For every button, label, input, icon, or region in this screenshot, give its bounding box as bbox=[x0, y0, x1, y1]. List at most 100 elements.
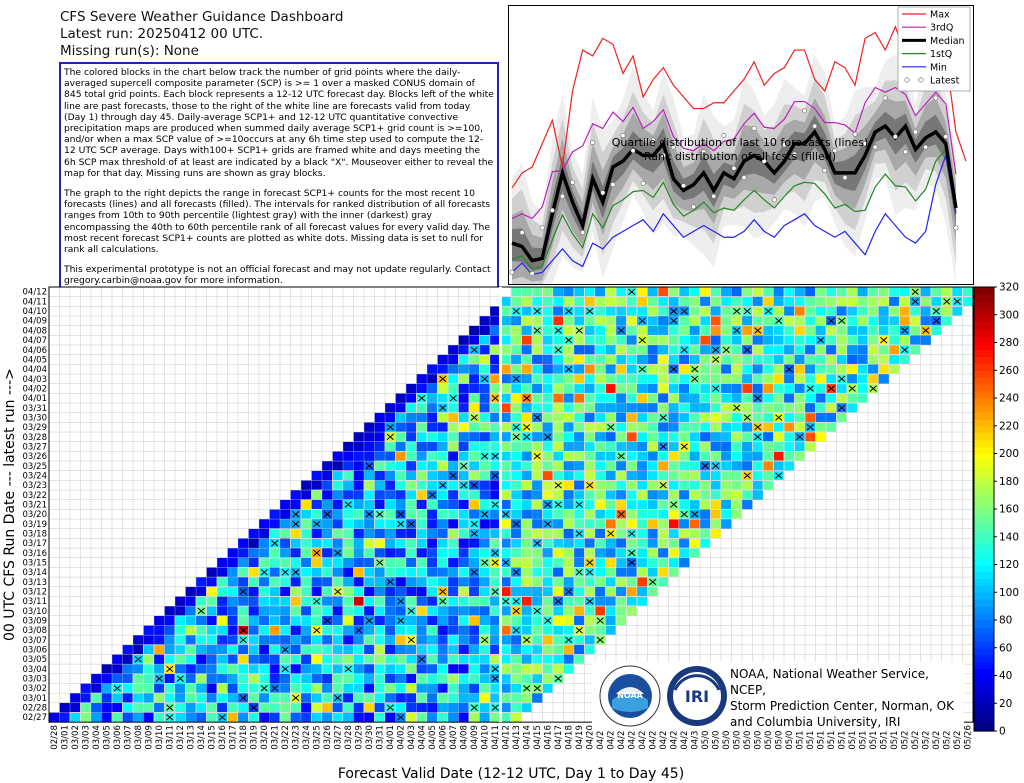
heatmap-cell[interactable] bbox=[773, 325, 785, 336]
heatmap-cell[interactable] bbox=[594, 383, 606, 394]
heatmap-cell[interactable] bbox=[815, 286, 827, 298]
heatmap-cell[interactable] bbox=[374, 432, 386, 442]
heatmap-cell[interactable] bbox=[448, 702, 459, 713]
heatmap-cell[interactable] bbox=[626, 403, 638, 413]
heatmap-cell[interactable] bbox=[742, 451, 753, 462]
heatmap-cell[interactable] bbox=[594, 392, 606, 404]
heatmap-cell[interactable] bbox=[595, 432, 606, 442]
heatmap-cell[interactable] bbox=[206, 712, 218, 723]
heatmap-cell[interactable] bbox=[741, 392, 753, 404]
heatmap-cell[interactable] bbox=[867, 354, 879, 365]
heatmap-cell[interactable] bbox=[500, 577, 512, 587]
heatmap-cell[interactable] bbox=[374, 567, 386, 578]
heatmap-cell[interactable] bbox=[742, 499, 753, 510]
heatmap-cell[interactable] bbox=[500, 316, 512, 326]
heatmap-cell[interactable] bbox=[626, 344, 638, 356]
heatmap-cell[interactable] bbox=[552, 431, 564, 443]
heatmap-cell[interactable] bbox=[773, 305, 785, 317]
heatmap-cell[interactable] bbox=[847, 345, 858, 355]
heatmap-cell[interactable] bbox=[416, 374, 428, 384]
heatmap-cell[interactable] bbox=[720, 354, 732, 365]
heatmap-cell[interactable] bbox=[794, 344, 806, 356]
heatmap-cell[interactable] bbox=[867, 325, 879, 336]
heatmap-cell[interactable] bbox=[857, 287, 869, 297]
heatmap-cell[interactable] bbox=[846, 286, 858, 298]
heatmap-cell[interactable] bbox=[721, 287, 732, 297]
heatmap-cell[interactable] bbox=[563, 509, 575, 520]
heatmap-cell[interactable] bbox=[143, 673, 155, 684]
heatmap-cell[interactable] bbox=[573, 383, 585, 394]
heatmap-cell[interactable] bbox=[238, 577, 249, 587]
heatmap-cell[interactable] bbox=[867, 334, 879, 346]
heatmap-cell[interactable] bbox=[112, 673, 123, 684]
heatmap-cell[interactable] bbox=[332, 557, 344, 568]
heatmap-cell[interactable] bbox=[700, 345, 711, 355]
heatmap-cell[interactable] bbox=[868, 364, 879, 375]
heatmap-cell[interactable] bbox=[636, 296, 648, 307]
heatmap-cell[interactable] bbox=[762, 363, 774, 375]
heatmap-cell[interactable] bbox=[468, 392, 480, 404]
heatmap-cell[interactable] bbox=[269, 625, 281, 636]
heatmap-cell[interactable] bbox=[605, 441, 617, 452]
heatmap-cell[interactable] bbox=[311, 654, 323, 665]
heatmap-cell[interactable] bbox=[384, 557, 396, 568]
heatmap-cell[interactable] bbox=[458, 470, 470, 481]
heatmap-cell[interactable] bbox=[899, 315, 911, 327]
heatmap-cell[interactable] bbox=[584, 373, 596, 385]
heatmap-cell[interactable] bbox=[510, 441, 522, 452]
heatmap-cell[interactable] bbox=[364, 625, 375, 636]
heatmap-cell[interactable] bbox=[710, 489, 722, 501]
heatmap-cell[interactable] bbox=[542, 392, 554, 404]
heatmap-cell[interactable] bbox=[521, 403, 533, 413]
heatmap-cell[interactable] bbox=[427, 364, 438, 375]
heatmap-cell[interactable] bbox=[301, 625, 312, 636]
heatmap-cell[interactable] bbox=[678, 479, 690, 491]
heatmap-cell[interactable] bbox=[437, 354, 449, 365]
heatmap-cell[interactable] bbox=[416, 702, 428, 713]
heatmap-cell[interactable] bbox=[332, 499, 344, 510]
heatmap-cell[interactable] bbox=[343, 461, 354, 471]
heatmap-cell[interactable] bbox=[699, 334, 711, 346]
heatmap-cell[interactable] bbox=[689, 441, 701, 452]
heatmap-cell[interactable] bbox=[237, 654, 249, 665]
heatmap-cell[interactable] bbox=[594, 489, 606, 501]
heatmap-cell[interactable] bbox=[416, 586, 428, 597]
heatmap-cell[interactable] bbox=[500, 692, 512, 704]
heatmap-cell[interactable] bbox=[531, 644, 543, 655]
heatmap-cell[interactable] bbox=[615, 499, 627, 510]
heatmap-cell[interactable] bbox=[794, 305, 806, 317]
heatmap-cell[interactable] bbox=[437, 654, 449, 665]
heatmap-cell[interactable] bbox=[458, 412, 470, 423]
heatmap-cell[interactable] bbox=[689, 286, 701, 298]
heatmap-cell[interactable] bbox=[731, 354, 743, 365]
heatmap-cell[interactable] bbox=[542, 683, 554, 694]
heatmap-cell[interactable] bbox=[185, 654, 197, 665]
heatmap-cell[interactable] bbox=[668, 296, 680, 307]
heatmap-cell[interactable] bbox=[920, 316, 932, 326]
heatmap-cell[interactable] bbox=[238, 596, 249, 607]
heatmap-cell[interactable] bbox=[836, 354, 848, 365]
heatmap-cell[interactable] bbox=[385, 451, 396, 462]
heatmap-cell[interactable] bbox=[710, 499, 722, 510]
heatmap-cell[interactable] bbox=[594, 479, 606, 491]
heatmap-cell[interactable] bbox=[563, 461, 575, 471]
heatmap-cell[interactable] bbox=[678, 296, 690, 307]
heatmap-cell[interactable] bbox=[468, 354, 480, 365]
heatmap-cell[interactable] bbox=[174, 702, 186, 713]
heatmap-cell[interactable] bbox=[563, 450, 575, 462]
heatmap-cell[interactable] bbox=[427, 393, 438, 404]
heatmap-cell[interactable] bbox=[248, 576, 260, 588]
heatmap-cell[interactable] bbox=[679, 557, 690, 568]
heatmap-cell[interactable] bbox=[857, 392, 869, 404]
heatmap-cell[interactable] bbox=[657, 470, 669, 481]
heatmap-cell[interactable] bbox=[458, 383, 470, 394]
heatmap-cell[interactable] bbox=[311, 528, 323, 539]
heatmap-cell[interactable] bbox=[595, 596, 606, 607]
heatmap-cell[interactable] bbox=[479, 470, 491, 481]
heatmap-cell[interactable] bbox=[500, 479, 512, 491]
heatmap-cell[interactable] bbox=[269, 547, 281, 559]
heatmap-cell[interactable] bbox=[364, 557, 375, 568]
heatmap-cell[interactable] bbox=[258, 586, 270, 597]
heatmap-cell[interactable] bbox=[552, 634, 564, 646]
heatmap-cell[interactable] bbox=[143, 712, 155, 723]
